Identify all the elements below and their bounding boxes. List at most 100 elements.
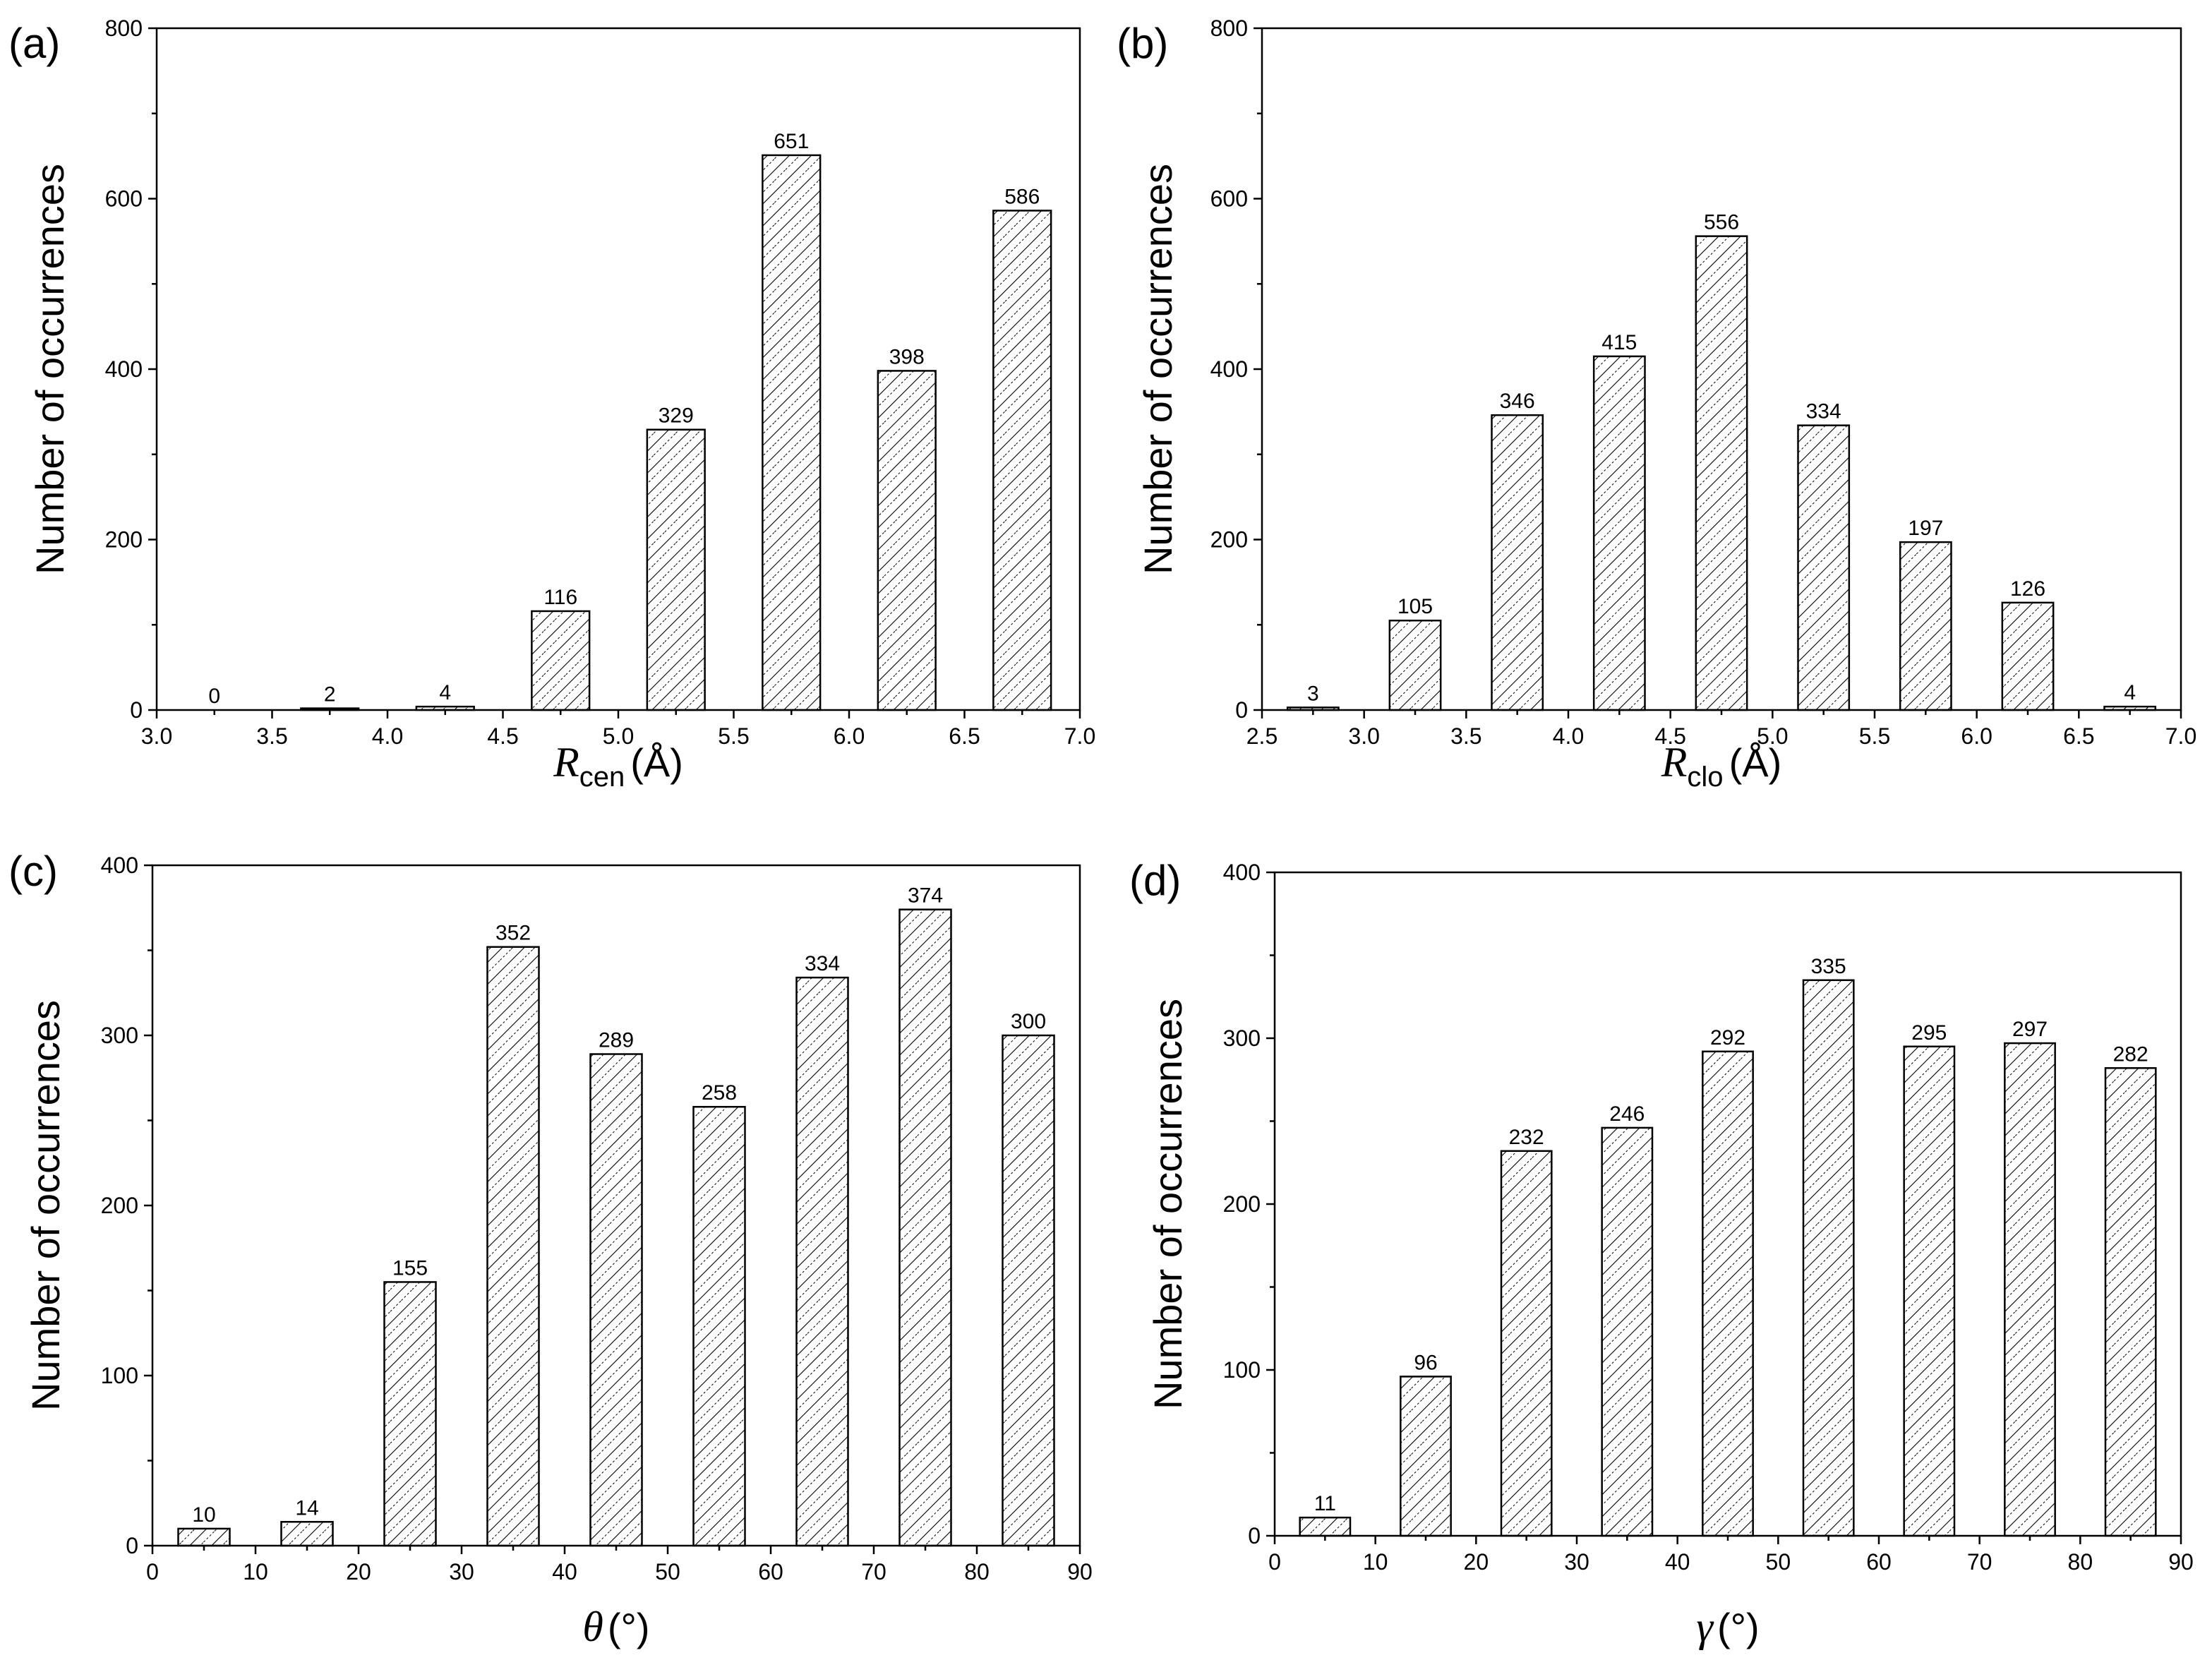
data-label: 126	[2010, 577, 2045, 601]
data-label: 374	[908, 884, 943, 908]
bar	[589, 1053, 643, 1547]
data-label: 651	[774, 130, 809, 153]
y-tick-label: 300	[101, 1023, 138, 1048]
data-label: 105	[1397, 595, 1433, 618]
bar	[531, 610, 591, 711]
x-tick-label: 5.5	[718, 723, 749, 749]
data-label: 346	[1500, 390, 1535, 413]
y-tick-label: 400	[1210, 356, 1248, 382]
x-tick-label: 5.0	[1757, 723, 1788, 749]
bar	[1797, 424, 1851, 711]
bar	[692, 1105, 746, 1547]
chart-panel-3: 10 14 155 352 289 258 334 374 300 0 10 20 30 40 50 60 70…	[8, 848, 1093, 1650]
x-tick-label: 60	[758, 1559, 783, 1584]
x-tick-label: 40	[552, 1559, 577, 1584]
y-tick-label: 400	[105, 356, 143, 382]
bar	[383, 1281, 437, 1547]
bar	[2104, 1067, 2157, 1537]
x-tick-label: 5.5	[1859, 723, 1890, 749]
x-tick-label: 40	[1665, 1549, 1690, 1575]
x-tick-label: 7.0	[1064, 723, 1095, 749]
data-label: 295	[1911, 1021, 1947, 1045]
data-label: 335	[1811, 955, 1846, 978]
y-tick-label: 300	[1223, 1026, 1261, 1051]
x-tick-label: 90	[1067, 1559, 1093, 1584]
y-tick-label: 0	[130, 697, 143, 723]
data-label: 197	[1908, 517, 1943, 540]
x-tick-label: 0	[1268, 1549, 1281, 1575]
data-label: 398	[889, 345, 925, 368]
bar	[1899, 541, 1952, 711]
bar	[1400, 1376, 1452, 1537]
x-tick-label: 20	[1464, 1549, 1489, 1575]
data-label: 14	[295, 1496, 318, 1520]
x-tick-label: 30	[449, 1559, 474, 1584]
x-tick-label: 50	[1766, 1549, 1791, 1575]
data-label: 4	[439, 681, 451, 704]
x-tick-label: 6.0	[1961, 723, 1992, 749]
panel-label: (d)	[1129, 857, 1181, 904]
x-tick-label: 10	[243, 1559, 268, 1584]
x-tick-label: 70	[861, 1559, 886, 1584]
data-label: 116	[543, 586, 577, 609]
bar	[280, 1521, 334, 1547]
data-label: 292	[1710, 1026, 1745, 1049]
data-label: 4	[2124, 681, 2136, 704]
data-label: 329	[659, 404, 694, 428]
y-tick-label: 600	[105, 186, 143, 212]
data-label: 10	[192, 1503, 215, 1527]
data-label: 300	[1011, 1010, 1046, 1033]
axes-frame	[155, 27, 1081, 711]
bar	[898, 908, 952, 1547]
x-tick-label: 80	[964, 1559, 990, 1584]
chart-panel-1: 0 2 4 116 329 651 398 586 3.0 3.5 4.0 4.5 5.0 5.5 6.0 6…	[8, 16, 1095, 793]
x-tick-label: 3.5	[1450, 723, 1481, 749]
x-tick-label: 3.0	[141, 723, 172, 749]
y-tick-label: 200	[105, 527, 143, 553]
chart-panel-2: 3 105 346 415 556 334 197 126 4 2.5 3.0 3.5 4.0 4.5 5.…	[1117, 16, 2196, 793]
y-tick-label: 200	[1210, 527, 1248, 553]
y-tick-label: 100	[101, 1363, 138, 1388]
y-tick-label: 100	[1223, 1357, 1261, 1383]
y-axis-label: Number of occurrences	[1136, 164, 1180, 575]
x-tick-label: 10	[1363, 1549, 1388, 1575]
y-tick-label: 200	[101, 1193, 138, 1218]
data-label: 352	[495, 922, 531, 945]
x-tick-label: 0	[146, 1559, 159, 1584]
bar	[1601, 1126, 1654, 1537]
bar	[992, 210, 1052, 711]
bar	[877, 370, 937, 711]
x-tick-label: 20	[346, 1559, 371, 1584]
data-label: 2	[324, 683, 336, 706]
chart-panel-4: 11 96 232 246 292 335 295 297 282 0 10 20 30 40 50 60 70…	[1129, 857, 2194, 1650]
data-label: 289	[599, 1029, 634, 1052]
x-tick-label: 4.0	[372, 723, 403, 749]
bar	[1592, 355, 1646, 711]
x-tick-label: 7.0	[2165, 723, 2196, 749]
y-axis-label: Number of occurrences	[1146, 999, 1190, 1409]
x-tick-label: 90	[2168, 1549, 2194, 1575]
bar	[1903, 1045, 1956, 1537]
data-label: 155	[392, 1256, 428, 1280]
panel-label: (a)	[8, 20, 60, 67]
y-tick-label: 0	[126, 1533, 138, 1558]
y-axis-label: Number of occurrences	[28, 164, 72, 575]
x-tick-label: 4.0	[1553, 723, 1584, 749]
x-tick-label: 4.5	[1654, 723, 1685, 749]
bar	[1491, 414, 1544, 711]
data-label: 0	[208, 685, 220, 708]
x-tick-label: 3.0	[1348, 723, 1379, 749]
y-tick-label: 800	[105, 16, 143, 41]
data-label: 246	[1609, 1102, 1645, 1126]
x-axis-label: Rcen (Å)	[553, 739, 683, 793]
data-label: 334	[1806, 400, 1841, 423]
bar	[2004, 1042, 2056, 1537]
data-label: 96	[1414, 1351, 1437, 1374]
y-tick-label: 400	[1223, 860, 1261, 885]
y-tick-label: 0	[1248, 1523, 1261, 1548]
x-tick-label: 50	[655, 1559, 680, 1584]
bar	[646, 428, 706, 711]
x-tick-label: 6.5	[2063, 723, 2094, 749]
panel-label: (b)	[1117, 20, 1168, 67]
